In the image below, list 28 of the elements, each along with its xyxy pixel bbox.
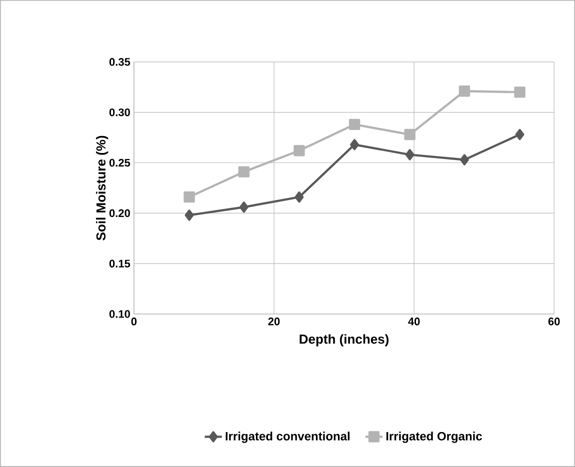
point xyxy=(238,166,250,178)
y-tick-label: 0.20 xyxy=(109,209,130,218)
point xyxy=(239,202,248,213)
point xyxy=(514,86,526,98)
y-tick-label: 0.30 xyxy=(109,108,130,116)
x-tick-label: 40 xyxy=(408,318,420,326)
point xyxy=(294,191,304,203)
point xyxy=(184,210,194,221)
point xyxy=(515,128,524,140)
legend-label: Irrigated conventional xyxy=(226,432,350,443)
y-tick-label: 0.10 xyxy=(109,310,130,318)
x-tick-label: 20 xyxy=(268,318,280,326)
point xyxy=(404,128,416,140)
point xyxy=(184,191,195,203)
y-tick-label: 0.25 xyxy=(109,158,130,167)
point xyxy=(405,149,414,160)
y-tick-label: 0.15 xyxy=(109,260,130,268)
point xyxy=(348,118,360,130)
y-axis-title: Soil Moisture (%) xyxy=(96,136,108,240)
x-axis-title: Depth (inches) xyxy=(300,334,389,346)
y-tick-label: 0.35 xyxy=(109,58,130,66)
point xyxy=(294,145,305,156)
legend-label: Irrigated Organic xyxy=(386,432,482,443)
x-tick-label: 60 xyxy=(548,318,560,326)
point xyxy=(460,154,469,166)
point xyxy=(458,86,470,97)
point xyxy=(350,139,359,150)
x-tick-label: 0 xyxy=(131,318,137,326)
